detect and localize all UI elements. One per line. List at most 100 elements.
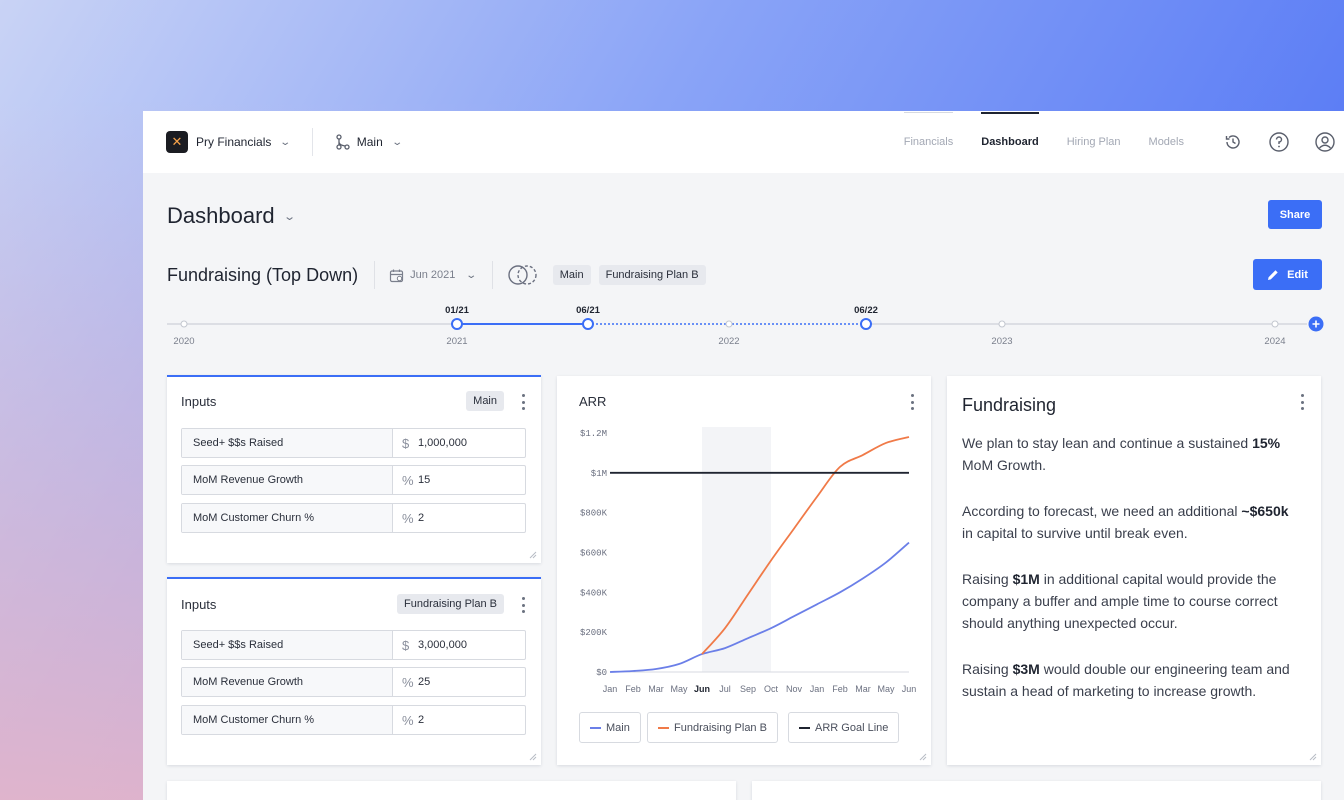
branch-icon[interactable] — [335, 134, 351, 150]
timeline-marker-handle[interactable] — [860, 318, 872, 330]
legend-swatch — [590, 726, 601, 729]
input-value[interactable]: 25 — [418, 676, 431, 688]
more-options-icon[interactable] — [1300, 394, 1304, 410]
edit-button[interactable]: Edit — [1253, 259, 1322, 290]
branch-chevron-down-icon[interactable]: ⌄ — [391, 136, 403, 148]
resize-handle-icon[interactable] — [1309, 753, 1317, 761]
x-tick-label: Mar — [855, 684, 871, 694]
page-title-row: Dashboard ⌄ — [167, 203, 296, 229]
input-value[interactable]: 1,000,000 — [418, 437, 467, 449]
y-tick-label: $1.2M — [580, 429, 607, 439]
org-switcher-label[interactable]: Pry Financials — [196, 135, 272, 149]
input-row: Seed+ $$s Raised $1,000,000 — [181, 428, 526, 458]
input-value[interactable]: 3,000,000 — [418, 639, 467, 651]
input-label: MoM Customer Churn % — [182, 706, 393, 734]
timeline-year-label: 2021 — [446, 336, 467, 347]
x-tick-label: Feb — [832, 684, 848, 694]
x-tick-label: Oct — [764, 684, 779, 694]
input-value[interactable]: 15 — [418, 474, 431, 486]
input-field[interactable]: % 2 — [393, 504, 525, 532]
notes-text: Raising — [962, 661, 1013, 677]
percent-icon: % — [402, 510, 414, 526]
tab-dashboard[interactable]: Dashboard — [967, 111, 1052, 173]
notes-highlight: $3M — [1012, 661, 1040, 677]
input-field[interactable]: $1,000,000 — [393, 429, 525, 457]
input-row: Seed+ $$s Raised $3,000,000 — [181, 630, 526, 660]
main-nav: Financials Dashboard Hiring Plan Models — [890, 111, 1344, 173]
notes-highlight: $1M — [1012, 571, 1040, 587]
legend-swatch — [658, 726, 669, 729]
compare-scenarios-icon[interactable] — [507, 264, 539, 286]
share-button[interactable]: Share — [1268, 200, 1322, 229]
scenario-pill-main[interactable]: Main — [552, 265, 591, 285]
y-tick-label: $400K — [580, 588, 608, 598]
forecast-region-band — [702, 427, 771, 672]
series-line-plan-b[interactable] — [701, 436, 910, 655]
org-chevron-down-icon[interactable]: ⌄ — [279, 136, 292, 148]
scenario-pill-plan-b[interactable]: Fundraising Plan B — [598, 265, 706, 285]
card-scenario-tag: Fundraising Plan B — [397, 594, 504, 614]
tab-models[interactable]: Models — [1148, 136, 1184, 148]
resize-handle-icon[interactable] — [529, 551, 537, 559]
timeline-year-label: 2022 — [718, 336, 739, 347]
x-tick-label: Jun — [902, 684, 917, 694]
percent-icon: % — [402, 472, 414, 488]
page-title-chevron-down-icon[interactable]: ⌄ — [282, 210, 296, 223]
x-tick-label: Nov — [786, 684, 803, 694]
notes-text: in additional capital would provide the … — [962, 571, 1278, 631]
plus-icon[interactable] — [1312, 320, 1320, 328]
timeline-marker-handle[interactable] — [582, 318, 594, 330]
tab-hiring-plan[interactable]: Hiring Plan — [1066, 136, 1121, 148]
input-field[interactable]: $3,000,000 — [393, 631, 525, 659]
input-row: MoM Customer Churn % % 2 — [181, 705, 526, 735]
input-label: MoM Revenue Growth — [182, 466, 393, 494]
timeline-marker-handle[interactable] — [451, 318, 463, 330]
legend-item-main[interactable]: Main — [579, 712, 641, 743]
timeline-year-dot — [180, 320, 188, 328]
more-options-icon[interactable] — [910, 394, 914, 410]
card-title: Fundraising — [962, 395, 1057, 415]
notes-paragraph: Raising $3M would double our engineering… — [962, 658, 1302, 702]
edit-button-label: Edit — [1287, 268, 1308, 281]
history-icon[interactable] — [1222, 131, 1244, 153]
input-value[interactable]: 2 — [418, 714, 425, 726]
more-options-icon[interactable] — [521, 597, 525, 613]
legend-item-plan-b[interactable]: Fundraising Plan B — [647, 712, 778, 743]
add-marker-button[interactable] — [1308, 316, 1324, 332]
timeline-year-label: 2024 — [1264, 336, 1285, 347]
input-label: Seed+ $$s Raised — [182, 631, 393, 659]
timeline-year-label: 2023 — [991, 336, 1012, 347]
input-field[interactable]: % 25 — [393, 668, 525, 696]
input-field[interactable]: % 15 — [393, 466, 525, 494]
tab-financials[interactable]: Financials — [890, 111, 968, 173]
y-tick-label: $600K — [580, 549, 608, 559]
timeline[interactable]: 01/21 06/21 06/22 2020 2021 2022 2023 20… — [167, 303, 1327, 353]
user-avatar-icon[interactable] — [1314, 131, 1336, 153]
input-label: MoM Customer Churn % — [182, 504, 393, 532]
x-tick-label: Jun — [694, 684, 710, 694]
resize-handle-icon[interactable] — [529, 753, 537, 761]
divider — [491, 261, 493, 289]
legend-label: ARR Goal Line — [815, 721, 889, 734]
input-label: MoM Revenue Growth — [182, 668, 393, 696]
more-options-icon[interactable] — [521, 394, 525, 410]
date-picker[interactable]: Jun 2021 ⌄ — [389, 268, 477, 283]
x-tick-label: May — [877, 684, 895, 694]
x-tick-label: Jul — [719, 684, 731, 694]
legend-item-goal-line[interactable]: ARR Goal Line — [788, 712, 900, 743]
timeline-marker-label: 06/21 — [576, 305, 600, 316]
card-title: ARR — [579, 394, 607, 409]
notes-paragraph: According to forecast, we need an additi… — [962, 500, 1302, 544]
arr-line-chart[interactable]: $0 $200K $400K $600K $800K $1M $1.2M Jan Feb Mar M… — [557, 376, 931, 696]
notes-highlight: ~$650k — [1241, 503, 1289, 519]
y-tick-label: $800K — [580, 509, 608, 519]
resize-handle-icon[interactable] — [919, 753, 927, 761]
input-field[interactable]: % 2 — [393, 706, 525, 734]
page-title[interactable]: Dashboard — [167, 203, 275, 228]
help-icon[interactable] — [1268, 131, 1290, 153]
input-value[interactable]: 2 — [418, 512, 425, 524]
branch-switcher-label[interactable]: Main — [356, 135, 383, 149]
series-line-main[interactable] — [609, 541, 910, 673]
app-window: ✕ Pry Financials ⌄ Main ⌄ Financials Das… — [143, 111, 1344, 800]
timeline-year-dot — [998, 320, 1006, 328]
